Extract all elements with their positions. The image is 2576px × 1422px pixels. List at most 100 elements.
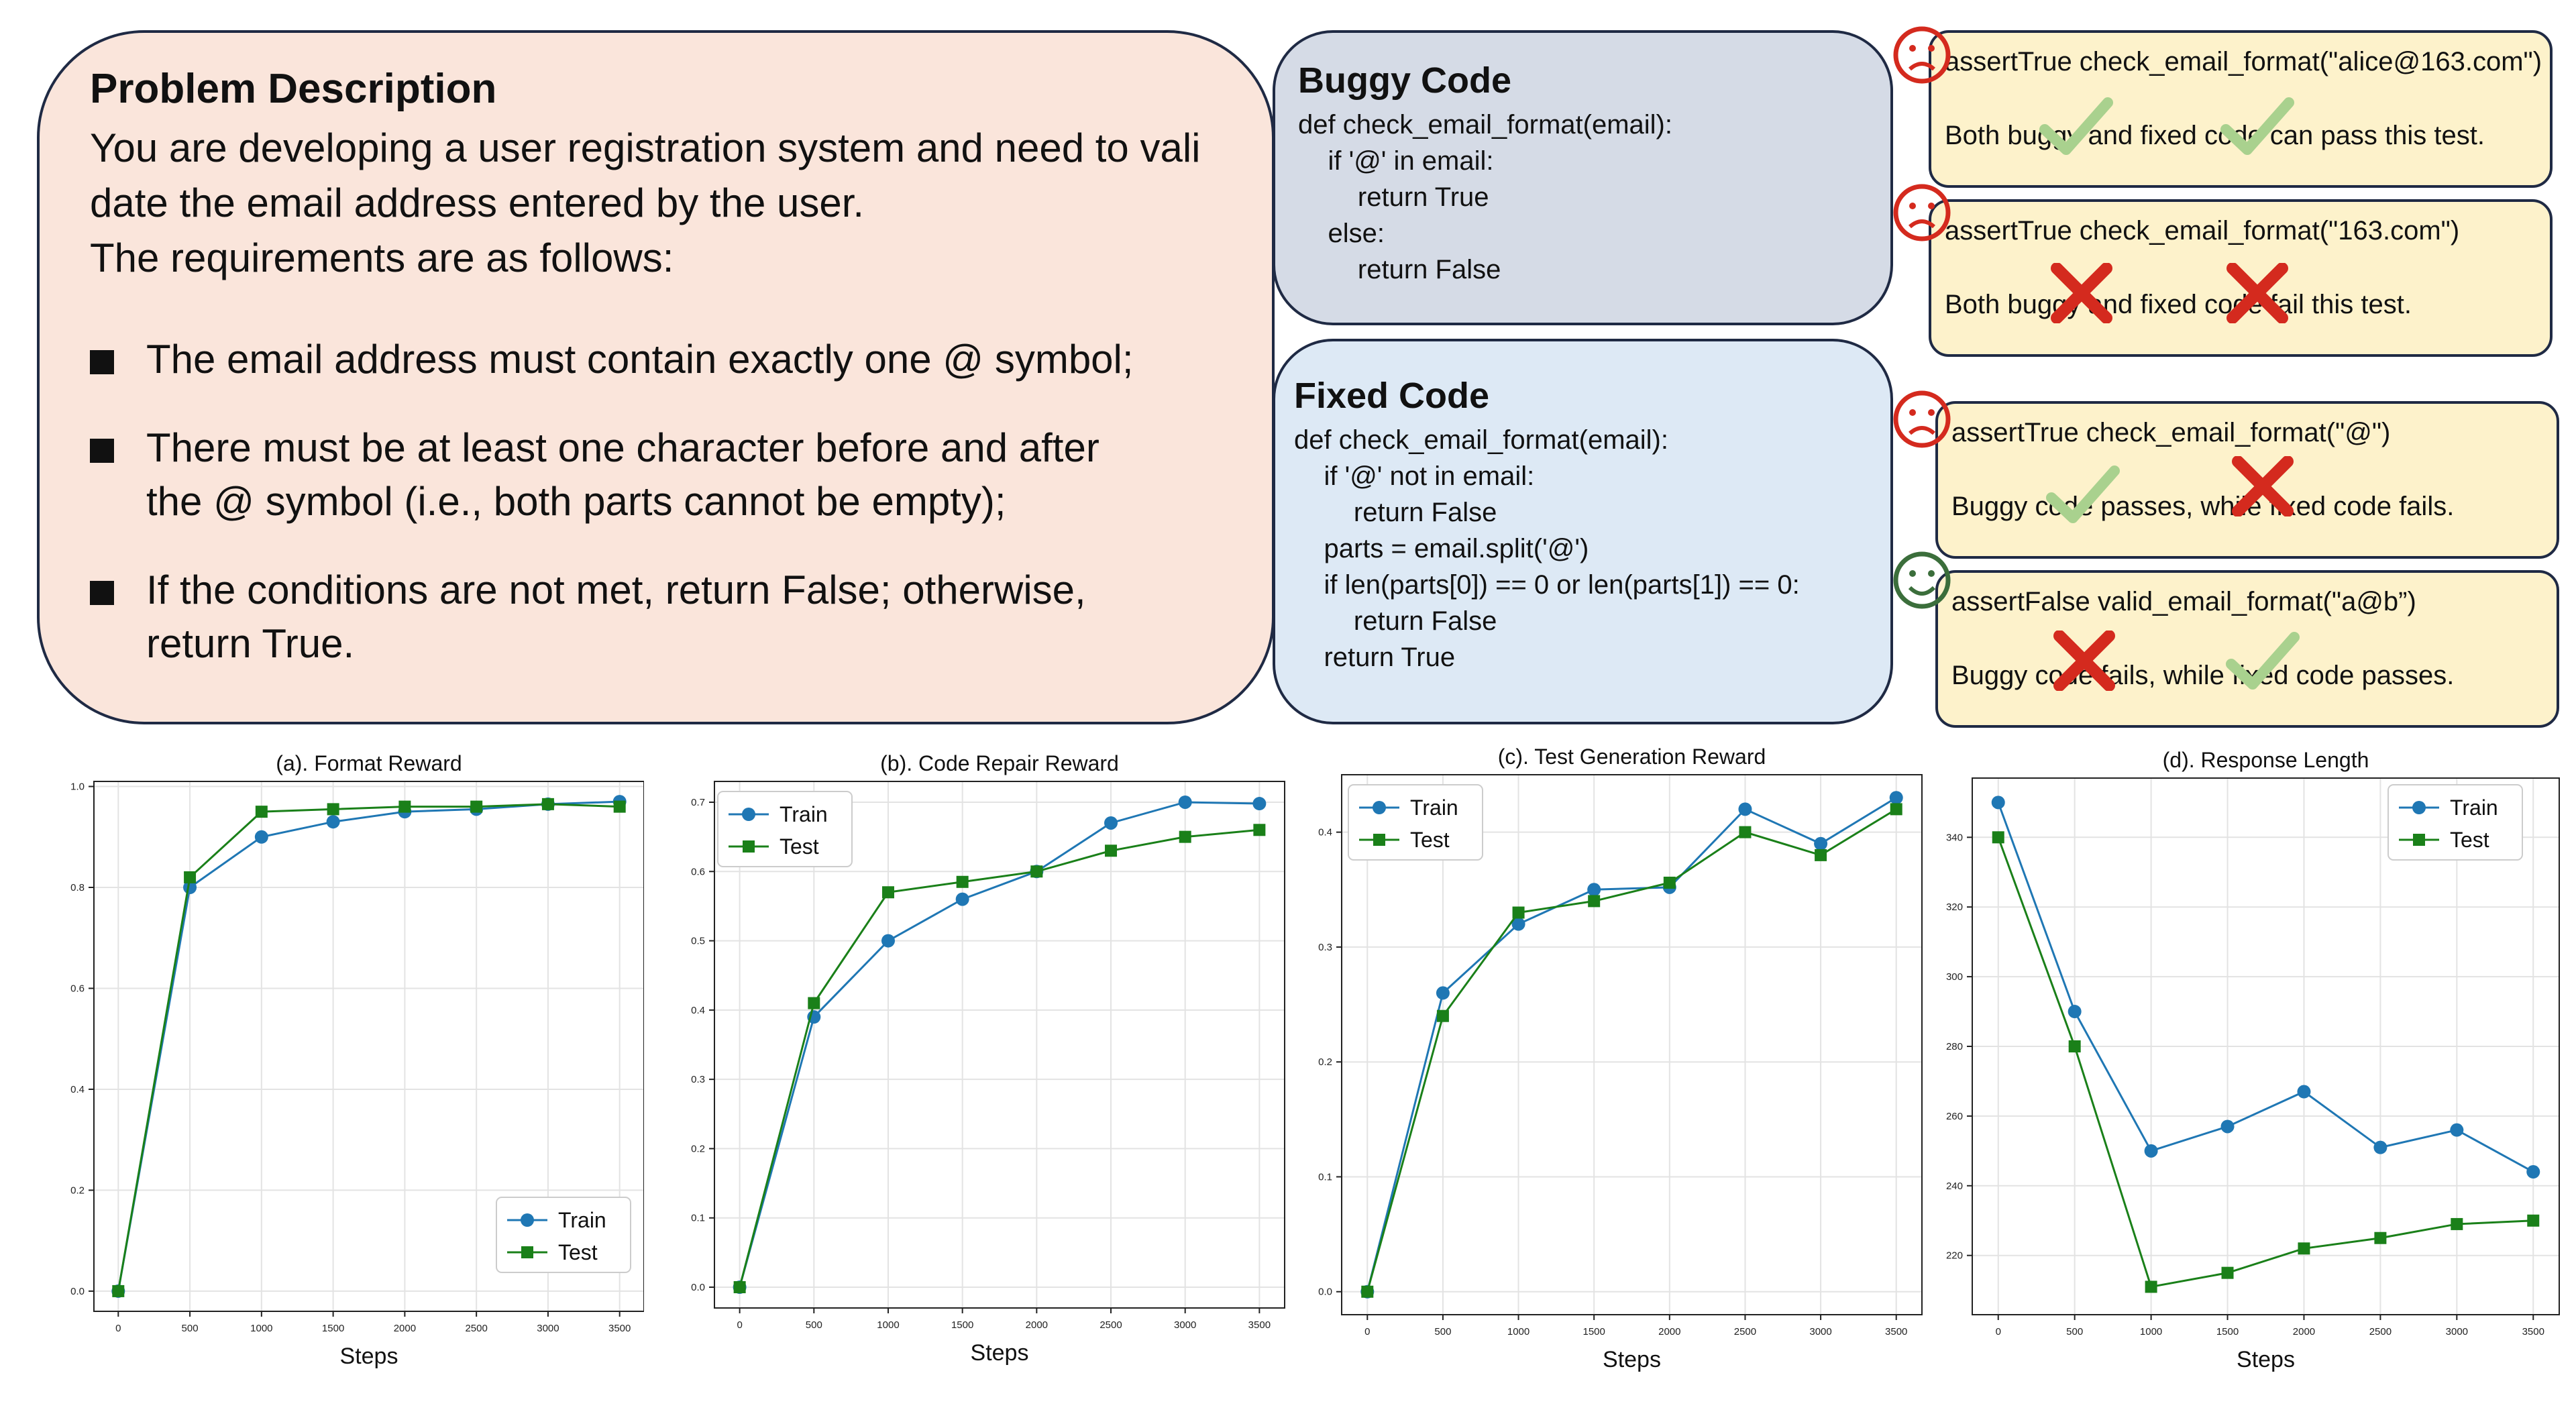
test-description: Buggy code fails, while fixed code passe… — [1951, 661, 2455, 690]
code-line: parts = email.split('@') — [1294, 534, 1589, 563]
data-point-test — [881, 886, 894, 899]
data-point-train — [2297, 1085, 2311, 1099]
y-tick-label: 0.0 — [691, 1282, 705, 1293]
x-tick-label: 1500 — [1582, 1326, 1605, 1337]
x-tick-label: 2500 — [2369, 1326, 2392, 1337]
test-assertion: assertTrue check_email_format("163.com") — [1945, 216, 2460, 245]
data-point-test — [1739, 826, 1752, 838]
data-point-test — [808, 997, 820, 1009]
x-tick-label: 3000 — [537, 1323, 559, 1334]
data-point-train — [1738, 802, 1752, 816]
legend: Train Test — [1348, 784, 1483, 861]
test-assertion: assertFalse valid_email_format("a@b”) — [1951, 587, 2416, 616]
y-tick-label: 0.3 — [1318, 942, 1332, 953]
requirement-text: If the conditions are not met, return Fa… — [146, 563, 1086, 671]
legend-marker — [1373, 834, 1385, 846]
x-axis-label: Steps — [971, 1340, 1029, 1366]
x-tick-label: 2500 — [1099, 1319, 1122, 1331]
data-point-test — [1253, 824, 1266, 836]
data-point-test — [2374, 1232, 2387, 1244]
data-point-train — [183, 881, 197, 894]
legend-marker — [521, 1213, 534, 1227]
code-line: else: — [1298, 219, 1385, 248]
data-point-test — [255, 806, 268, 818]
data-point-test — [327, 803, 339, 816]
legend-label: Test — [780, 834, 819, 859]
x-axis-label: Steps — [2237, 1347, 2295, 1372]
legend-label: Test — [558, 1240, 598, 1264]
data-point-train — [2450, 1123, 2464, 1137]
legend: Train Test — [496, 1197, 631, 1273]
x-tick-label: 3000 — [1174, 1319, 1196, 1331]
legend-marker — [743, 840, 755, 853]
x-tick-label: 0 — [1996, 1326, 2001, 1337]
legend-marker — [1373, 801, 1386, 814]
fixed-code-title: Fixed Code — [1294, 376, 1490, 416]
y-tick-label: 0.3 — [691, 1074, 705, 1085]
legend-label: Train — [780, 802, 828, 826]
y-tick-label: 0.1 — [691, 1213, 705, 1224]
test-assertion: assertTrue check_email_format("alice@163… — [1945, 47, 2542, 76]
data-point-test — [1890, 803, 1902, 816]
data-point-test — [1179, 830, 1191, 843]
problem-description-panel: Problem Description You are developing a… — [37, 30, 1275, 724]
data-point-test — [1815, 849, 1827, 861]
code-line: return False — [1294, 606, 1497, 636]
test-description: Both buggy and fixed code fail this test… — [1945, 290, 2412, 319]
check-icon — [2226, 632, 2300, 690]
data-point-test — [1588, 895, 1601, 908]
requirement-item: There must be at least one character bef… — [90, 421, 1222, 529]
code-line: if '@' not in email: — [1294, 461, 1535, 491]
x-tick-label: 1000 — [1507, 1326, 1529, 1337]
test-assertion: assertTrue check_email_format("@") — [1951, 418, 2391, 447]
test-case-card: assertTrue check_email_format("alice@163… — [1929, 30, 2553, 188]
series-line-test — [1366, 808, 1897, 1293]
test-description: Buggy code passes, while fixed code fail… — [1951, 492, 2455, 521]
x-tick-label: 3500 — [1248, 1319, 1271, 1331]
check-icon — [2220, 97, 2294, 155]
requirement-text: There must be at least one character bef… — [146, 421, 1099, 529]
x-tick-label: 1500 — [2216, 1326, 2239, 1337]
x-tick-label: 500 — [1434, 1326, 1451, 1337]
y-tick-label: 280 — [1946, 1041, 1963, 1052]
data-point-train — [1104, 816, 1118, 830]
legend: Train Test — [717, 791, 853, 867]
x-tick-label: 0 — [115, 1323, 121, 1334]
code-line: return False — [1298, 255, 1501, 284]
data-point-test — [1361, 1285, 1374, 1298]
data-point-test — [2068, 1040, 2081, 1052]
data-point-train — [254, 830, 268, 844]
chart-title: (a). Format Reward — [276, 751, 462, 775]
x-tick-label: 1000 — [250, 1323, 272, 1334]
y-tick-label: 0.4 — [1318, 827, 1332, 838]
check-icon — [2046, 466, 2120, 523]
x-tick-label: 2000 — [2293, 1326, 2315, 1337]
code-line: if len(parts[0]) == 0 or len(parts[1]) =… — [1294, 570, 1800, 600]
data-point-test — [733, 1281, 746, 1294]
x-tick-label: 3000 — [2446, 1326, 2468, 1337]
data-point-train — [2373, 1140, 2387, 1154]
chart-title: (c). Test Generation Reward — [1498, 745, 1766, 769]
requirement-line: return True. — [146, 621, 355, 666]
data-point-train — [2068, 1005, 2082, 1019]
data-point-train — [2526, 1165, 2540, 1179]
series-line-train — [739, 801, 1260, 1288]
y-tick-label: 0.2 — [1318, 1056, 1332, 1068]
sad-face-icon — [1893, 26, 1951, 84]
requirement-text: The email address must contain exactly o… — [146, 333, 1134, 386]
y-tick-label: 0.6 — [70, 983, 85, 994]
legend-marker — [521, 1246, 533, 1258]
data-point-test — [541, 798, 554, 810]
y-tick-label: 1.0 — [70, 781, 85, 793]
cross-icon — [2051, 263, 2112, 323]
data-point-test — [1436, 1009, 1449, 1022]
chart-title: (d). Response Length — [2163, 748, 2369, 772]
series-line-train — [1366, 796, 1897, 1293]
problem-line: date the email address entered by the us… — [90, 180, 865, 225]
data-point-test — [1512, 906, 1525, 919]
x-tick-label: 3500 — [608, 1323, 631, 1334]
plot-frame — [1341, 774, 1923, 1315]
y-tick-label: 0.2 — [691, 1143, 705, 1154]
x-tick-label: 2500 — [465, 1323, 487, 1334]
sad-face-icon — [1893, 390, 1951, 448]
